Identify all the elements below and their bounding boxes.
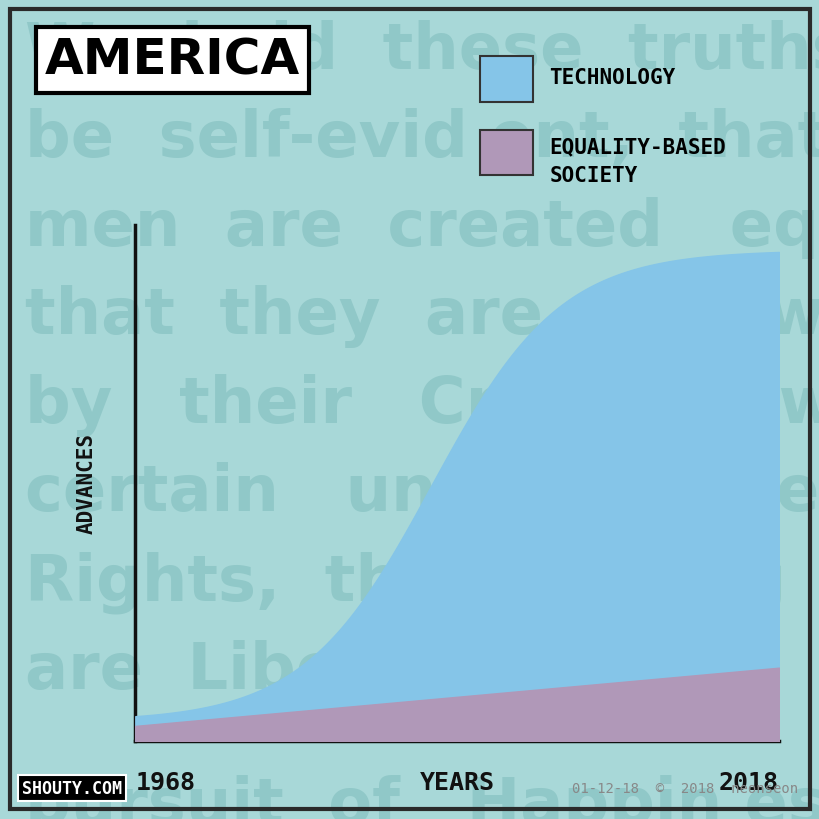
Text: be  self-evid ent,  that  all: be self-evid ent, that all (25, 108, 819, 170)
Text: Rights,  that   among   these: Rights, that among these (25, 550, 819, 613)
Text: 1968: 1968 (135, 770, 195, 794)
Text: 01-12-18  ©  2018  neonseon: 01-12-18 © 2018 neonseon (572, 781, 797, 795)
Text: that  they  are  endow ed: that they are endow ed (25, 285, 819, 348)
Text: ADVANCES: ADVANCES (77, 432, 97, 534)
Text: TECHNOLOGY: TECHNOLOGY (549, 68, 675, 88)
Text: pursuit  of   Happin ess.: pursuit of Happin ess. (25, 774, 819, 819)
Text: YEARS: YEARS (419, 770, 494, 794)
Text: We  hold  these  truths  to: We hold these truths to (25, 20, 819, 83)
Text: SHOUTY.COM: SHOUTY.COM (22, 779, 122, 797)
Text: EQUALITY-BASED: EQUALITY-BASED (549, 138, 726, 157)
Text: men  are  created   equal,: men are created equal, (25, 197, 819, 259)
FancyBboxPatch shape (479, 57, 532, 102)
Text: by   their   Cre ator   with: by their Cre ator with (25, 373, 819, 437)
Text: AMERICA: AMERICA (45, 37, 300, 85)
Text: certain   unalient able: certain unalient able (25, 462, 818, 524)
Text: are  Libe rty,   the: are Libe rty, the (25, 639, 669, 702)
Text: 2018: 2018 (718, 770, 778, 794)
Text: SOCIETY: SOCIETY (549, 166, 637, 186)
FancyBboxPatch shape (479, 131, 532, 176)
